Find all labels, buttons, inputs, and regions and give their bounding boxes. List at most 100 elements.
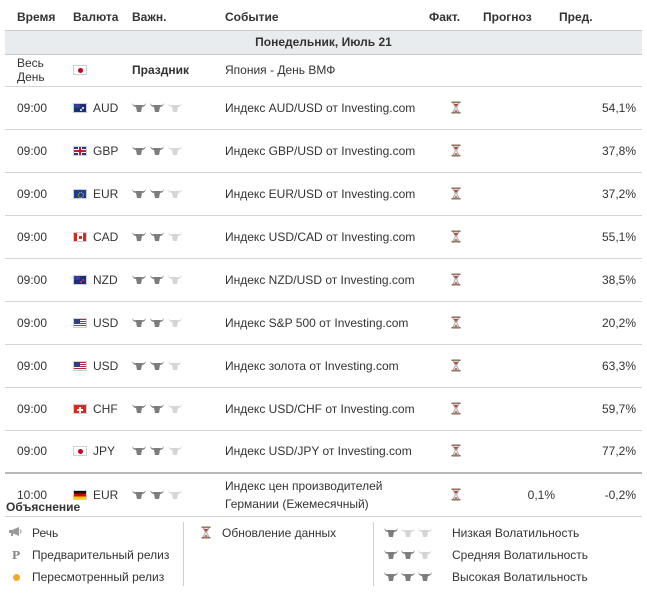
hourglass-icon — [451, 359, 461, 371]
event-name[interactable]: Индекс GBP/USD от Investing.com — [223, 129, 429, 173]
currency-code: GBP — [93, 143, 119, 158]
bull-icon — [384, 528, 398, 537]
bull-icon — [384, 550, 398, 559]
event-name[interactable]: Индекс S&P 500 от Investing.com — [223, 301, 429, 345]
event-importance — [131, 472, 223, 517]
event-forecast: 0,1% — [483, 472, 559, 517]
event-importance — [131, 430, 223, 474]
event-forecast — [483, 430, 559, 474]
bull-icon — [132, 489, 146, 499]
currency-code: USD — [93, 358, 119, 373]
hourglass-icon — [451, 273, 461, 285]
col-event[interactable]: Событие — [223, 4, 429, 31]
event-importance — [131, 258, 223, 302]
bull-icon — [150, 446, 164, 456]
currency-code: EUR — [93, 186, 119, 201]
event-time: 09:00 — [5, 258, 71, 302]
bull-icon — [168, 360, 182, 370]
event-currency: CAD — [71, 215, 131, 259]
bull-icon — [401, 572, 415, 581]
hourglass-icon — [451, 402, 461, 414]
bull-icon — [401, 528, 415, 537]
header-row: Время Валюта Важн. Событие Факт. Прогноз… — [5, 4, 642, 31]
bull-icon — [132, 102, 146, 112]
event-time: 09:00 — [5, 430, 71, 474]
event-name[interactable]: Индекс цен производителей Германии (Ежем… — [223, 472, 429, 517]
event-name[interactable]: Индекс USD/CAD от Investing.com — [223, 215, 429, 259]
event-previous: 54,1% — [559, 86, 642, 130]
event-currency: EUR — [71, 472, 131, 517]
event-time: 09:00 — [5, 215, 71, 259]
event-name[interactable]: Индекс NZD/USD от Investing.com — [223, 258, 429, 302]
legend-volatility: Низкая Волатильность Средняя Волатильнос… — [384, 522, 624, 588]
event-row[interactable]: 10:00 EUR Индекс цен производителей Герман… — [5, 472, 642, 517]
legend: Объяснение Речь P Предварительный релиз П… — [6, 500, 642, 592]
event-actual — [429, 258, 483, 302]
event-row[interactable]: 09:00 CHF Индекс USD/CHF от Investing.com 5… — [5, 387, 642, 431]
col-forecast[interactable]: Прогноз — [483, 4, 559, 31]
preliminary-p-icon: P — [11, 549, 21, 562]
event-forecast — [483, 129, 559, 173]
event-row[interactable]: 09:00 USD Индекс S&P 500 от Investing.com 2… — [5, 301, 642, 345]
event-forecast — [483, 387, 559, 431]
holiday-currency — [71, 54, 131, 87]
event-forecast — [483, 215, 559, 259]
event-previous: 37,2% — [559, 172, 642, 216]
event-name[interactable]: Индекс EUR/USD от Investing.com — [223, 172, 429, 216]
australia-flag-icon — [73, 102, 87, 113]
event-name[interactable]: Индекс AUD/USD от Investing.com — [223, 86, 429, 130]
day-header-row: Понедельник, Июль 21 — [5, 29, 642, 55]
holiday-event[interactable]: Япония - День ВМФ — [223, 54, 429, 87]
event-previous: 55,1% — [559, 215, 642, 259]
event-currency: USD — [71, 301, 131, 345]
event-importance — [131, 344, 223, 388]
event-actual — [429, 430, 483, 474]
event-importance — [131, 387, 223, 431]
col-actual[interactable]: Факт. — [429, 4, 483, 31]
currency-code: AUD — [93, 100, 119, 115]
bull-icon — [150, 489, 164, 499]
event-row[interactable]: 09:00 GBP Индекс GBP/USD от Investing.com 3… — [5, 129, 642, 173]
event-row[interactable]: 09:00 CAD Индекс USD/CAD от Investing.com 5… — [5, 215, 642, 259]
event-name[interactable]: Индекс золота от Investing.com — [223, 344, 429, 388]
event-actual — [429, 387, 483, 431]
holiday-forecast — [483, 54, 559, 87]
event-actual — [429, 344, 483, 388]
event-currency: NZD — [71, 258, 131, 302]
legend-speech: Речь — [6, 522, 183, 544]
bull-icon — [168, 317, 182, 327]
bull-icon — [150, 188, 164, 198]
bull-icon — [132, 231, 146, 241]
event-forecast — [483, 344, 559, 388]
legend-release-types: Речь P Предварительный релиз Пересмотренн… — [6, 522, 184, 586]
holiday-label: Праздник — [131, 54, 223, 87]
event-row[interactable]: 09:00 USD Индекс золота от Investing.com 63… — [5, 344, 642, 388]
holiday-previous — [559, 54, 642, 87]
event-row[interactable]: 09:00 NZD Индекс NZD/USD от Investing.com 3… — [5, 258, 642, 302]
event-name[interactable]: Индекс USD/CHF от Investing.com — [223, 387, 429, 431]
col-previous[interactable]: Пред. — [559, 4, 642, 31]
hourglass-icon — [451, 187, 461, 199]
legend-low-volatility: Низкая Волатильность — [384, 522, 624, 544]
event-time: 10:00 — [5, 472, 71, 517]
event-name[interactable]: Индекс USD/JPY от Investing.com — [223, 430, 429, 474]
legend-revised: Пересмотренный релиз — [6, 566, 183, 588]
col-importance[interactable]: Важн. — [131, 4, 223, 31]
hourglass-icon — [451, 316, 461, 328]
event-time: 09:00 — [5, 344, 71, 388]
event-row[interactable]: 09:00 AUD Индекс AUD/USD от Investing.com 5… — [5, 86, 642, 130]
col-time[interactable]: Время — [5, 4, 71, 31]
revised-dot-icon — [6, 566, 26, 588]
megaphone-icon — [6, 522, 26, 544]
bull-icon — [132, 446, 146, 456]
holiday-row[interactable]: Весь День Праздник Япония - День ВМФ — [5, 54, 642, 87]
japan-flag-icon — [73, 446, 87, 457]
holiday-actual — [429, 54, 483, 87]
legend-preliminary: P Предварительный релиз — [6, 544, 183, 566]
col-currency[interactable]: Валюта — [71, 4, 131, 31]
event-time: 09:00 — [5, 129, 71, 173]
event-row[interactable]: 09:00 JPY Индекс USD/JPY от Investing.com 7… — [5, 430, 642, 474]
event-row[interactable]: 09:00 EUR Индекс EUR/USD от Investing.com 3… — [5, 172, 642, 216]
event-currency: GBP — [71, 129, 131, 173]
legend-high-volatility: Высокая Волатильность — [384, 566, 624, 588]
